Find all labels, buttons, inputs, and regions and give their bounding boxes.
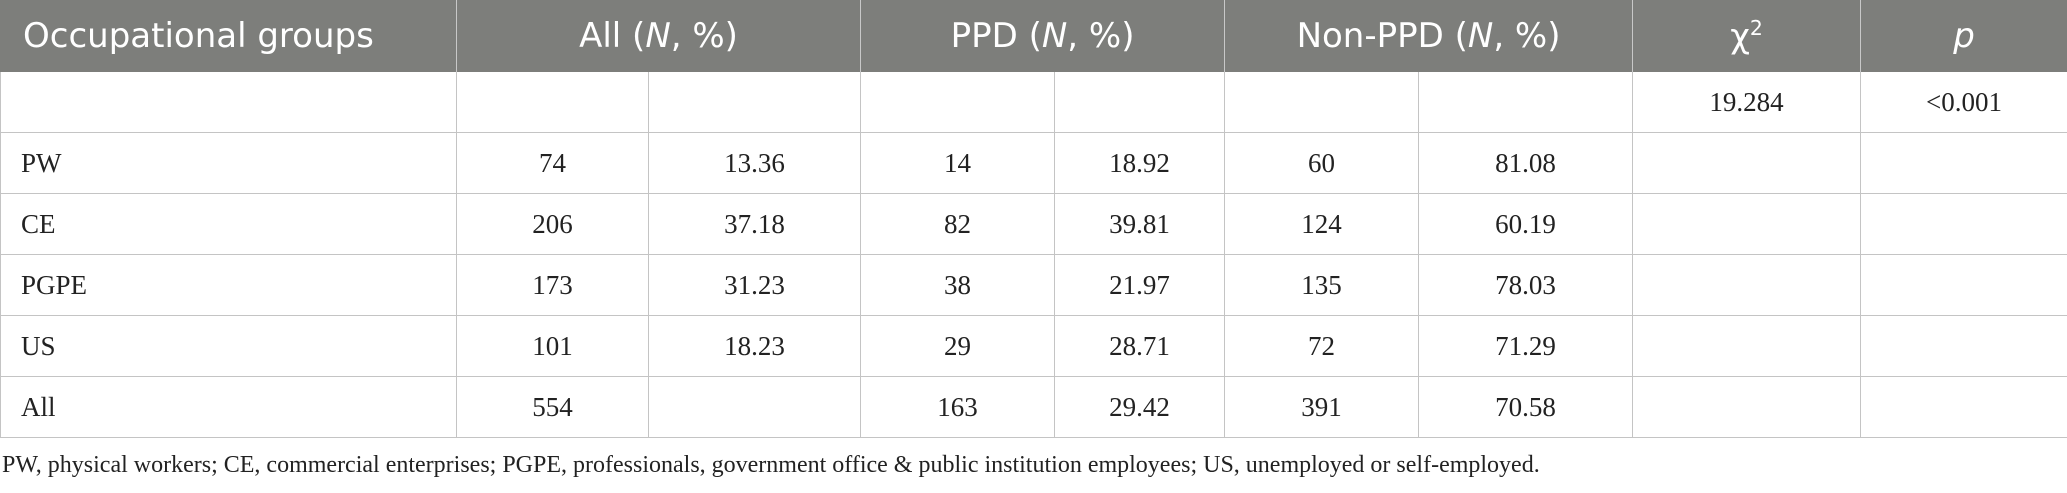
- table-cell: [1632, 376, 1862, 438]
- row-label: PGPE: [0, 254, 457, 316]
- header-p-value: p: [1860, 0, 2067, 72]
- table-cell: [1860, 376, 2067, 438]
- ppd-n: 82: [860, 193, 1056, 255]
- table-row: All 554 163 29.42 391 70.58: [0, 376, 2067, 438]
- table-footnote: PW, physical workers; CE, commercial ent…: [2, 452, 1540, 478]
- all-pct: 37.18: [647, 193, 862, 255]
- table-row: CE 206 37.18 82 39.81 124 60.19: [0, 193, 2067, 255]
- header-occupational-groups: Occupational groups: [0, 0, 457, 72]
- table-cell: [1860, 315, 2067, 377]
- table-cell: [456, 72, 649, 133]
- data-table: Occupational groups All (N, %) PPD (N, %…: [0, 0, 2067, 438]
- non-ppd-pct: 81.08: [1418, 132, 1634, 194]
- table-cell: [1054, 72, 1226, 133]
- table-row: US 101 18.23 29 28.71 72 71.29: [0, 315, 2067, 377]
- non-ppd-n: 124: [1224, 193, 1420, 255]
- occupation-ppd-table: Occupational groups All (N, %) PPD (N, %…: [0, 0, 2067, 438]
- ppd-n: 29: [860, 315, 1056, 377]
- table-cell: [1860, 132, 2067, 194]
- row-label: PW: [0, 132, 457, 194]
- ppd-pct: 39.81: [1054, 193, 1226, 255]
- table-row: PW 74 13.36 14 18.92 60 81.08: [0, 132, 2067, 194]
- all-n: 554: [456, 376, 649, 438]
- ppd-pct: 29.42: [1054, 376, 1226, 438]
- ppd-pct: 18.92: [1054, 132, 1226, 194]
- header-ppd: PPD (N, %): [860, 0, 1226, 72]
- table-cell: [1860, 193, 2067, 255]
- row-label: CE: [0, 193, 457, 255]
- non-ppd-n: 72: [1224, 315, 1420, 377]
- table-cell: [1632, 254, 1862, 316]
- non-ppd-pct: 70.58: [1418, 376, 1634, 438]
- table-cell: [860, 72, 1056, 133]
- stat-row: 19.284 <0.001: [0, 72, 2067, 133]
- all-pct: 18.23: [647, 315, 862, 377]
- table-cell: [1418, 72, 1634, 133]
- table-cell: [1632, 193, 1862, 255]
- ppd-n: 38: [860, 254, 1056, 316]
- non-ppd-n: 135: [1224, 254, 1420, 316]
- ppd-pct: 21.97: [1054, 254, 1226, 316]
- table-cell: [647, 72, 862, 133]
- ppd-n: 163: [860, 376, 1056, 438]
- all-n: 173: [456, 254, 649, 316]
- header-non-ppd: Non-PPD (N, %): [1224, 0, 1634, 72]
- header-chi-square: χ2: [1632, 0, 1862, 72]
- all-pct: [647, 376, 862, 438]
- ppd-pct: 28.71: [1054, 315, 1226, 377]
- all-pct: 13.36: [647, 132, 862, 194]
- all-pct: 31.23: [647, 254, 862, 316]
- row-label: US: [0, 315, 457, 377]
- ppd-n: 14: [860, 132, 1056, 194]
- table-cell: [0, 72, 457, 133]
- header-all: All (N, %): [455, 0, 862, 72]
- non-ppd-n: 60: [1224, 132, 1420, 194]
- non-ppd-pct: 71.29: [1418, 315, 1634, 377]
- non-ppd-pct: 78.03: [1418, 254, 1634, 316]
- non-ppd-n: 391: [1224, 376, 1420, 438]
- chi-square-value: 19.284: [1632, 72, 1862, 133]
- table-cell: [1860, 254, 2067, 316]
- table-cell: [1224, 72, 1420, 133]
- row-label: All: [0, 376, 457, 438]
- all-n: 206: [456, 193, 649, 255]
- all-n: 74: [456, 132, 649, 194]
- table-row: PGPE 173 31.23 38 21.97 135 78.03: [0, 254, 2067, 316]
- all-n: 101: [456, 315, 649, 377]
- non-ppd-pct: 60.19: [1418, 193, 1634, 255]
- table-cell: [1632, 315, 1862, 377]
- header-row: Occupational groups All (N, %) PPD (N, %…: [0, 0, 2067, 72]
- p-value: <0.001: [1860, 72, 2067, 133]
- table-cell: [1632, 132, 1862, 194]
